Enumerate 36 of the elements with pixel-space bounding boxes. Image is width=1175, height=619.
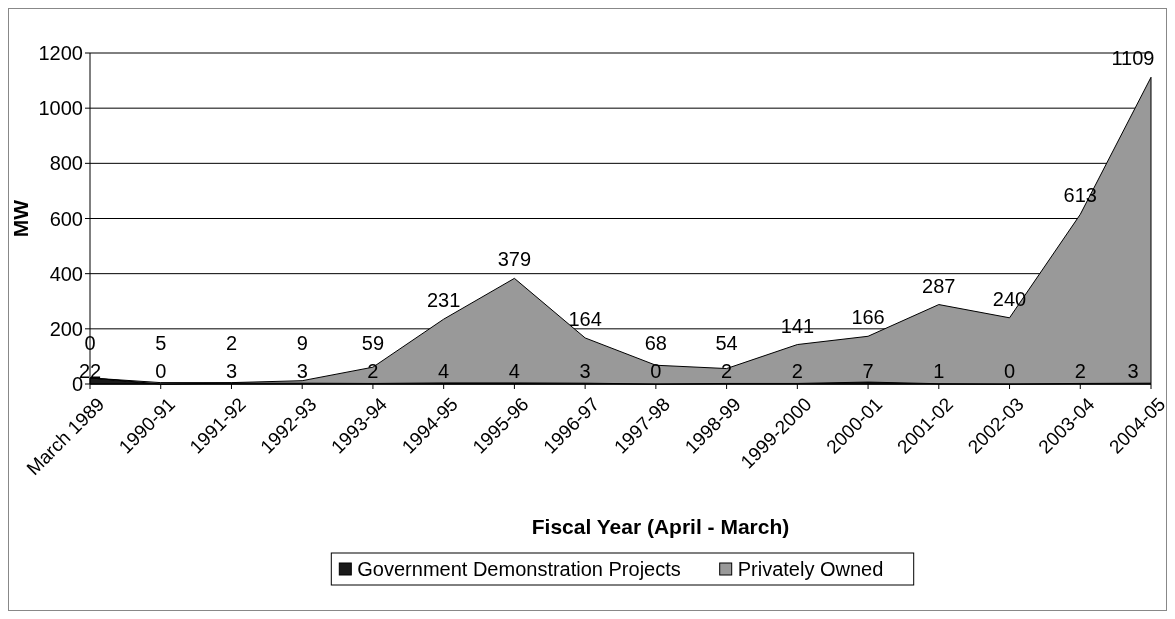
data-label: 9: [296, 332, 308, 354]
data-label: 2: [1074, 360, 1086, 382]
data-label: 2: [225, 332, 238, 354]
data-label: 379: [497, 248, 532, 271]
data-label: 59: [361, 332, 385, 354]
data-label: 1109: [1111, 47, 1155, 70]
data-label: 0: [1003, 360, 1016, 382]
legend-label: Government Demonstration Projects: [357, 558, 681, 580]
y-tick-label: 800: [49, 152, 83, 175]
data-label: 3: [225, 360, 238, 382]
data-label: 68: [644, 332, 667, 354]
y-tick-label: 200: [49, 317, 83, 340]
data-label: 1: [933, 360, 945, 382]
data-label: 0: [155, 360, 167, 382]
y-tick-label: 1200: [38, 42, 83, 64]
data-label: 4: [438, 360, 450, 382]
data-label: 3: [296, 360, 308, 382]
data-label: 54: [715, 332, 738, 354]
legend-label: Privately Owned: [737, 558, 884, 580]
y-tick-label: 400: [49, 262, 83, 285]
data-label: 166: [851, 306, 885, 329]
data-label: 2: [791, 360, 803, 382]
x-axis-title: Fiscal Year (April - March): [531, 515, 790, 538]
data-label: 3: [579, 360, 591, 382]
data-label: 3: [1127, 360, 1139, 382]
data-label: 231: [426, 289, 461, 312]
y-axis-title: MW: [9, 199, 32, 238]
y-tick-label: 1000: [38, 97, 83, 120]
data-label: 4: [508, 360, 520, 382]
data-label: 2: [367, 360, 379, 382]
data-label: 287: [922, 274, 956, 297]
data-label: 7: [862, 360, 874, 382]
y-tick-label: 600: [49, 207, 83, 230]
data-label: 164: [568, 307, 602, 330]
data-label: 5: [155, 332, 167, 354]
data-label: 0: [650, 360, 662, 382]
